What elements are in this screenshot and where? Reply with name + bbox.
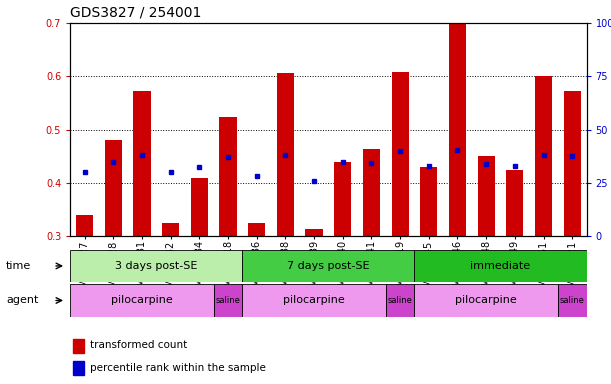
Bar [191, 177, 208, 236]
Text: saline: saline [216, 296, 241, 305]
Bar [420, 167, 437, 236]
Bar [133, 91, 150, 236]
Text: agent: agent [6, 295, 38, 306]
Text: pilocarpine: pilocarpine [283, 295, 345, 306]
Bar [386, 284, 414, 317]
Bar [243, 284, 386, 317]
Bar [162, 223, 179, 236]
Bar [76, 215, 93, 236]
Bar [507, 170, 524, 236]
Bar [392, 72, 409, 236]
Bar [73, 361, 84, 375]
Bar [414, 250, 587, 282]
Text: transformed count: transformed count [90, 340, 187, 350]
Bar [449, 23, 466, 236]
Bar [70, 284, 214, 317]
Bar [535, 76, 552, 236]
Bar [243, 250, 414, 282]
Bar [414, 284, 558, 317]
Text: 7 days post-SE: 7 days post-SE [287, 261, 370, 271]
Bar [70, 250, 243, 282]
Bar [214, 284, 243, 317]
Text: 3 days post-SE: 3 days post-SE [115, 261, 197, 271]
Bar [73, 339, 84, 353]
Bar [334, 162, 351, 236]
Text: saline: saline [388, 296, 412, 305]
Bar [219, 118, 236, 236]
Text: GDS3827 / 254001: GDS3827 / 254001 [70, 5, 202, 19]
Bar [277, 73, 294, 236]
Text: saline: saline [560, 296, 585, 305]
Text: time: time [6, 261, 31, 271]
Bar [363, 149, 380, 236]
Bar [306, 229, 323, 236]
Text: immediate: immediate [470, 261, 530, 271]
Bar [558, 284, 587, 317]
Bar [478, 156, 495, 236]
Bar [563, 91, 581, 236]
Text: pilocarpine: pilocarpine [111, 295, 173, 306]
Bar [248, 223, 265, 236]
Text: percentile rank within the sample: percentile rank within the sample [90, 362, 266, 373]
Bar [104, 140, 122, 236]
Text: pilocarpine: pilocarpine [455, 295, 517, 306]
